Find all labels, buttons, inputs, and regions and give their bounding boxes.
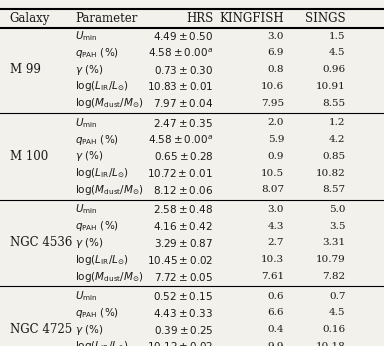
Text: 8.57: 8.57 [323,185,346,194]
Text: Galaxy: Galaxy [10,12,50,25]
Text: $0.65 \pm 0.28$: $0.65 \pm 0.28$ [154,150,213,162]
Text: 7.95: 7.95 [261,99,284,108]
Text: 5.9: 5.9 [268,135,284,144]
Text: $q_{\rm PAH}$ (%): $q_{\rm PAH}$ (%) [75,133,119,146]
Text: 0.96: 0.96 [323,65,346,74]
Text: 5.0: 5.0 [329,205,346,214]
Text: 10.18: 10.18 [316,342,346,346]
Text: 7.61: 7.61 [261,272,284,281]
Text: 9.9: 9.9 [268,342,284,346]
Text: $U_{\rm min}$: $U_{\rm min}$ [75,202,98,216]
Text: 3.0: 3.0 [268,31,284,40]
Text: $U_{\rm min}$: $U_{\rm min}$ [75,29,98,43]
Text: 10.91: 10.91 [316,82,346,91]
Text: $\log(L_{\rm IR}/L_{\odot})$: $\log(L_{\rm IR}/L_{\odot})$ [75,253,129,267]
Text: $\log(M_{\rm dust}/M_{\odot})$: $\log(M_{\rm dust}/M_{\odot})$ [75,270,144,283]
Text: 10.6: 10.6 [261,82,284,91]
Text: $2.58 \pm 0.48$: $2.58 \pm 0.48$ [153,203,213,216]
Text: NGC 4725: NGC 4725 [10,323,72,336]
Text: $2.47 \pm 0.35$: $2.47 \pm 0.35$ [153,117,213,129]
Text: $4.16 \pm 0.42$: $4.16 \pm 0.42$ [153,220,213,232]
Text: $\gamma$ (%): $\gamma$ (%) [75,236,103,250]
Text: $4.49 \pm 0.50$: $4.49 \pm 0.50$ [153,30,213,42]
Text: $\gamma$ (%): $\gamma$ (%) [75,149,103,163]
Text: 0.6: 0.6 [268,292,284,301]
Text: $0.39 \pm 0.25$: $0.39 \pm 0.25$ [154,324,213,336]
Text: M 99: M 99 [10,63,40,76]
Text: 6.9: 6.9 [268,48,284,57]
Text: $4.58 \pm 0.00^{a}$: $4.58 \pm 0.00^{a}$ [148,47,213,59]
Text: 1.5: 1.5 [329,31,346,40]
Text: 4.2: 4.2 [329,135,346,144]
Text: $q_{\rm PAH}$ (%): $q_{\rm PAH}$ (%) [75,46,119,60]
Text: $\log(L_{\rm IR}/L_{\odot})$: $\log(L_{\rm IR}/L_{\odot})$ [75,80,129,93]
Text: 3.31: 3.31 [323,238,346,247]
Text: 8.07: 8.07 [261,185,284,194]
Text: $0.52 \pm 0.15$: $0.52 \pm 0.15$ [153,290,213,302]
Text: $q_{\rm PAH}$ (%): $q_{\rm PAH}$ (%) [75,306,119,320]
Text: Parameter: Parameter [75,12,137,25]
Text: 2.0: 2.0 [268,118,284,127]
Text: 2.7: 2.7 [268,238,284,247]
Text: $U_{\rm min}$: $U_{\rm min}$ [75,116,98,130]
Text: 7.82: 7.82 [323,272,346,281]
Text: HRS: HRS [186,12,213,25]
Text: 10.79: 10.79 [316,255,346,264]
Text: $U_{\rm min}$: $U_{\rm min}$ [75,289,98,303]
Text: 1.2: 1.2 [329,118,346,127]
Text: 10.82: 10.82 [316,169,346,177]
Text: $\gamma$ (%): $\gamma$ (%) [75,63,103,76]
Text: 6.6: 6.6 [268,308,284,317]
Text: 0.7: 0.7 [329,292,346,301]
Text: $7.97 \pm 0.04$: $7.97 \pm 0.04$ [153,97,213,109]
Text: $\log(L_{\rm IR}/L_{\odot})$: $\log(L_{\rm IR}/L_{\odot})$ [75,339,129,346]
Text: $4.43 \pm 0.33$: $4.43 \pm 0.33$ [153,307,213,319]
Text: 3.5: 3.5 [329,222,346,231]
Text: 0.85: 0.85 [323,152,346,161]
Text: 10.5: 10.5 [261,169,284,177]
Text: $3.29 \pm 0.87$: $3.29 \pm 0.87$ [154,237,213,249]
Text: $8.12 \pm 0.06$: $8.12 \pm 0.06$ [153,184,213,196]
Text: 0.4: 0.4 [268,325,284,334]
Text: 4.5: 4.5 [329,48,346,57]
Text: $10.12 \pm 0.02$: $10.12 \pm 0.02$ [147,340,213,346]
Text: NGC 4536: NGC 4536 [10,236,72,249]
Text: 3.0: 3.0 [268,205,284,214]
Text: $q_{\rm PAH}$ (%): $q_{\rm PAH}$ (%) [75,219,119,233]
Text: $4.58 \pm 0.00^{a}$: $4.58 \pm 0.00^{a}$ [148,133,213,146]
Text: $\log(M_{\rm dust}/M_{\odot})$: $\log(M_{\rm dust}/M_{\odot})$ [75,183,144,197]
Text: 0.8: 0.8 [268,65,284,74]
Text: $\gamma$ (%): $\gamma$ (%) [75,323,103,337]
Text: KINGFISH: KINGFISH [220,12,284,25]
Text: 4.3: 4.3 [268,222,284,231]
Text: 0.9: 0.9 [268,152,284,161]
Text: 0.16: 0.16 [323,325,346,334]
Text: $\log(L_{\rm IR}/L_{\odot})$: $\log(L_{\rm IR}/L_{\odot})$ [75,166,129,180]
Text: SINGS: SINGS [305,12,346,25]
Text: 10.3: 10.3 [261,255,284,264]
Text: $10.83 \pm 0.01$: $10.83 \pm 0.01$ [147,80,213,92]
Text: $10.72 \pm 0.01$: $10.72 \pm 0.01$ [147,167,213,179]
Text: 8.55: 8.55 [323,99,346,108]
Text: 4.5: 4.5 [329,308,346,317]
Text: $7.72 \pm 0.05$: $7.72 \pm 0.05$ [154,271,213,283]
Text: $\log(M_{\rm dust}/M_{\odot})$: $\log(M_{\rm dust}/M_{\odot})$ [75,96,144,110]
Text: $10.45 \pm 0.02$: $10.45 \pm 0.02$ [147,254,213,266]
Text: $0.73 \pm 0.30$: $0.73 \pm 0.30$ [154,64,213,76]
Text: M 100: M 100 [10,150,48,163]
